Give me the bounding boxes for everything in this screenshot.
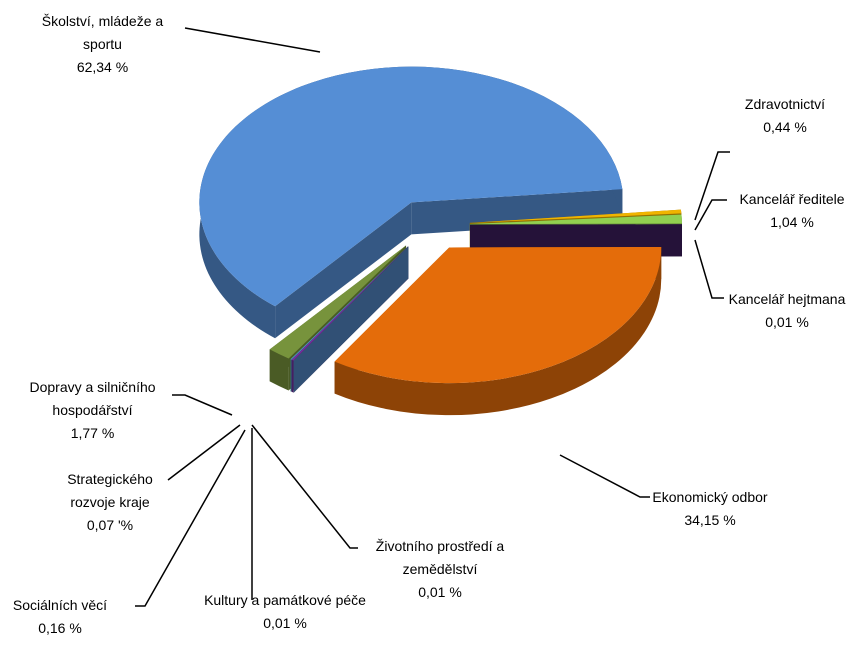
slice-side [334, 246, 662, 416]
value-label: 0,01 % [418, 584, 462, 600]
slice [469, 209, 682, 223]
slice [469, 214, 682, 225]
leader-line [172, 394, 233, 416]
slice-label: Strategického rozvoje kraje 0,07 '% [45, 468, 175, 537]
value-label: 34,15 % [684, 512, 736, 528]
category-name: Kancelář ředitele [739, 191, 845, 207]
leader-line [694, 151, 730, 221]
value-label: 0,44 % [763, 119, 807, 135]
value-label: 0,01 % [263, 615, 307, 631]
slice-side [293, 246, 409, 393]
category-name: Kultury a památkové péče [204, 592, 366, 608]
leader-line [694, 199, 727, 231]
slice-label: Ekonomický odbor 34,15 % [630, 486, 790, 532]
category-name: Školství, mládeže a sportu [41, 13, 164, 52]
slice-label: Životního prostředí a zemědělství 0,01 % [350, 535, 530, 604]
leader-line [184, 27, 321, 53]
slice-side [199, 66, 623, 339]
category-name: Životního prostředí a zemědělství [375, 538, 505, 577]
slice [291, 246, 409, 361]
leader-line [694, 239, 724, 299]
slice [269, 245, 407, 359]
slice [199, 66, 623, 307]
slice-label: Kultury a památkové péče 0,01 % [195, 589, 375, 635]
leader-line [135, 429, 246, 607]
value-label: 0,01 % [765, 314, 809, 330]
slice-side [290, 359, 292, 392]
slice-label: Zdravotnictví 0,44 % [700, 93, 864, 139]
value-label: 62,34 % [76, 59, 129, 75]
category-name: Kancelář hejtmana [728, 291, 846, 307]
slice-side [269, 349, 289, 391]
slice [293, 246, 409, 361]
slice [290, 246, 408, 360]
value-label: 1,04 % [770, 214, 814, 230]
value-label: 0,07 '% [86, 517, 134, 533]
value-label: 1,77 % [70, 425, 115, 441]
category-name: Ekonomický odbor [652, 489, 768, 505]
slice-label: Sociálních věcí 0,16 % [10, 594, 110, 640]
slice [334, 246, 662, 384]
slice-label: Kancelář ředitele 1,04 % [712, 188, 864, 234]
leader-line [559, 454, 650, 498]
category-name: Dopravy a silničního hospodářství [29, 379, 156, 418]
category-name: Zdravotnictví [744, 96, 826, 112]
category-name: Strategického rozvoje kraje [67, 471, 153, 510]
slice-side [291, 359, 294, 393]
slice-label: Dopravy a silničního hospodářství 1,77 % [5, 376, 180, 445]
slice-label: Kancelář hejtmana 0,01 % [712, 288, 862, 334]
slice-label: Školství, mládeže a sportu 62,34 % [25, 10, 180, 79]
slice-side [275, 202, 412, 339]
slice [293, 246, 409, 361]
slice [469, 224, 682, 225]
category-name: Sociálních věcí [12, 597, 108, 613]
leader-line [251, 424, 358, 549]
leader-line [167, 424, 241, 481]
value-label: 0,16 % [38, 620, 82, 636]
